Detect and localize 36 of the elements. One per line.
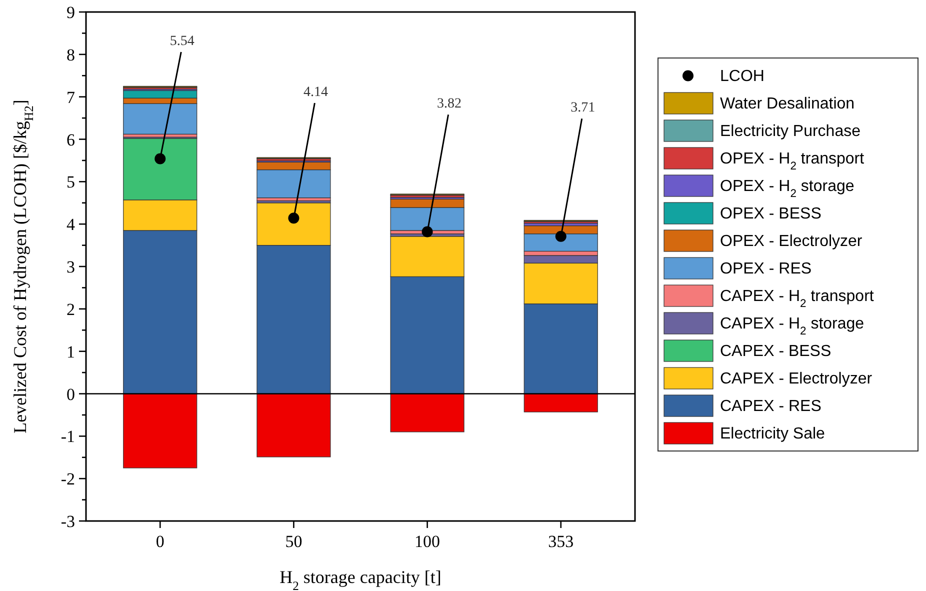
y-tick-label: 7 xyxy=(66,88,76,107)
legend-label: OPEX - BESS xyxy=(720,205,822,222)
y-tick-label: 9 xyxy=(66,3,75,22)
x-tick-label: 100 xyxy=(414,532,440,551)
x-tick-label: 353 xyxy=(548,532,574,551)
y-tick-label: 4 xyxy=(66,215,76,234)
legend-label: Electricity Purchase xyxy=(720,122,861,140)
x-tick-label: 50 xyxy=(285,532,302,551)
annotation: 3.82 xyxy=(437,96,462,112)
y-tick-label: 2 xyxy=(66,300,75,319)
y-tick-label: -1 xyxy=(60,427,75,446)
y-tick-label: 6 xyxy=(66,130,75,150)
annotation: 5.54 xyxy=(170,34,194,49)
y-tick-label: 0 xyxy=(66,384,75,404)
legend-label: CAPEX - H$_{2}$ storage xyxy=(720,315,864,338)
y-tick-label: 3 xyxy=(66,258,75,276)
legend-label: CAPEX - H$_{2}$ transport xyxy=(720,288,874,310)
x-tick-label: 0 xyxy=(156,532,164,551)
legend-label: CAPEX - RES xyxy=(720,398,822,415)
y-tick-label: 5 xyxy=(66,172,75,192)
legend-label: Water Desalination xyxy=(720,95,855,112)
legend-label: OPEX - H$_{2}$ transport xyxy=(720,150,865,172)
legend-label: CAPEX - BESS xyxy=(720,342,832,360)
legend-label: OPEX - RES xyxy=(720,260,812,278)
annotation: 3.71 xyxy=(570,100,596,116)
x-axis-title: H$_{2}$ storage capacity [t] xyxy=(280,567,442,591)
legend-label: Electricity Sale xyxy=(720,425,826,442)
y-tick-label: 8 xyxy=(66,45,75,64)
legend-label: LCOH xyxy=(720,68,764,85)
legend-label: OPEX - Electrolyzer xyxy=(720,232,863,250)
legend-label: OPEX - H$_{2}$ storage xyxy=(720,178,854,200)
annotation: 4.14 xyxy=(303,84,328,100)
y-tick-label: -2 xyxy=(60,470,75,489)
y-tick-label: -3 xyxy=(60,512,75,531)
legend-label: CAPEX - Electrolyzer xyxy=(720,370,873,388)
y-tick-label: 1 xyxy=(66,342,75,362)
